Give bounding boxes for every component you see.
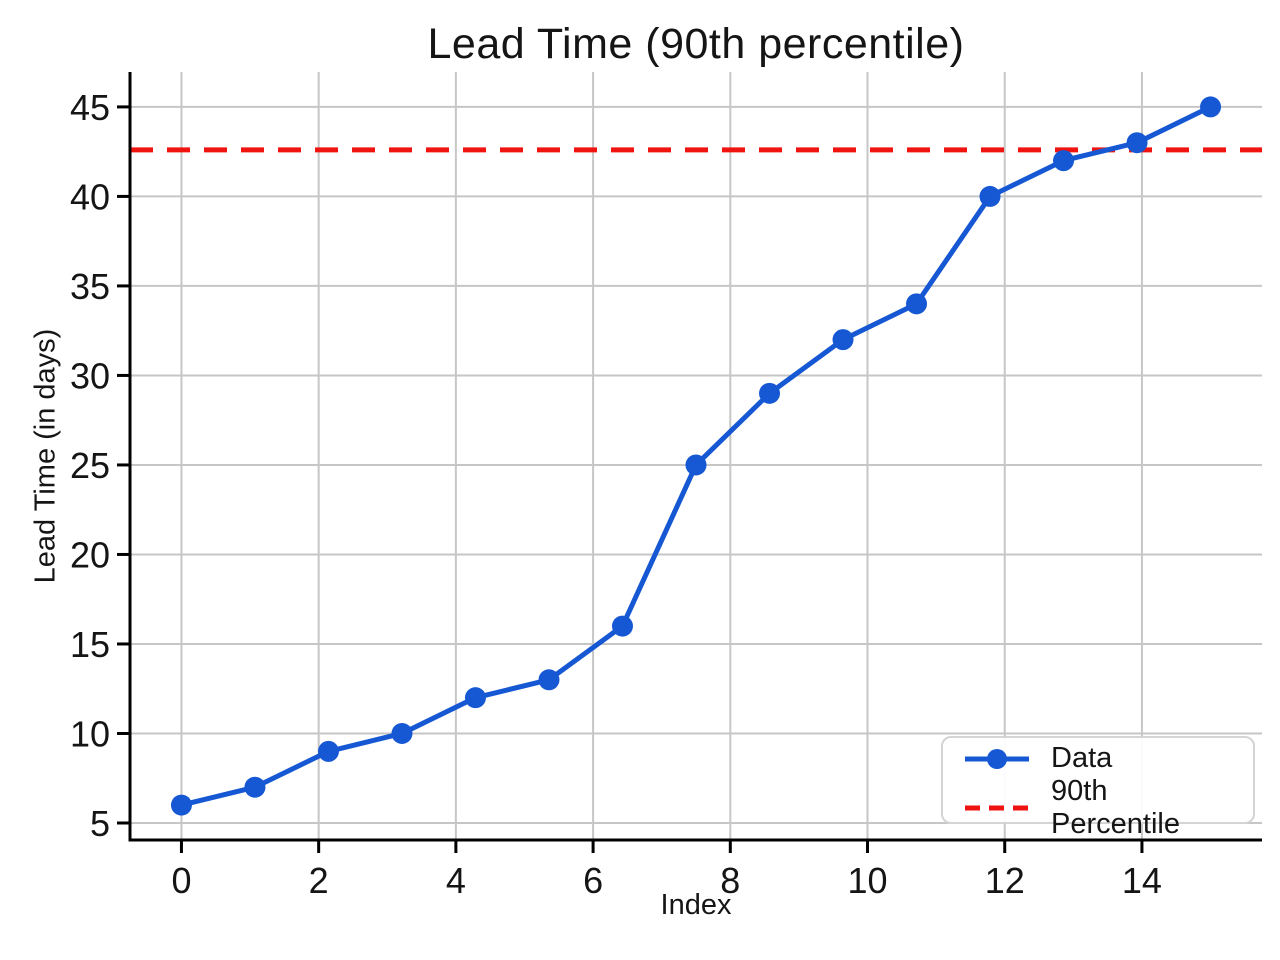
data-point	[391, 722, 413, 744]
y-tick-label: 45	[70, 87, 110, 128]
y-tick-label: 40	[70, 176, 110, 217]
data-point	[170, 794, 192, 816]
x-tick-label: 12	[985, 860, 1025, 901]
data-point	[759, 382, 781, 404]
data-point	[611, 615, 633, 637]
x-tick-label: 6	[583, 860, 603, 901]
data-point	[906, 293, 928, 315]
y-tick-label: 20	[70, 534, 110, 575]
data-series-line-marker-icon	[965, 748, 1029, 769]
y-tick-label: 10	[70, 713, 110, 754]
data-point	[1053, 150, 1075, 172]
dashed-line-icon	[965, 805, 1029, 811]
legend-item-data: Data	[963, 742, 1243, 775]
x-tick-label: 0	[171, 860, 191, 901]
y-axis-label: Lead Time (in days)	[29, 328, 62, 584]
data-point	[464, 687, 486, 709]
y-tick-label: 15	[70, 624, 110, 665]
x-tick-label: 10	[847, 860, 887, 901]
data-point	[1200, 96, 1222, 118]
legend-item-percentile: 90th Percentile	[963, 775, 1243, 841]
x-tick-label: 14	[1122, 860, 1162, 901]
x-tick-label: 2	[309, 860, 329, 901]
x-axis-label: Index	[660, 889, 732, 921]
data-point	[538, 669, 560, 691]
data-point	[979, 185, 1001, 207]
x-tick-label: 4	[446, 860, 466, 901]
chart-title: Lead Time (90th percentile)	[427, 20, 965, 68]
legend-label-data: Data	[1051, 742, 1113, 774]
data-point	[244, 776, 266, 798]
x-tick-label: 8	[720, 860, 740, 901]
y-tick-label: 25	[70, 445, 110, 486]
data-point	[1126, 132, 1148, 154]
y-tick-label: 30	[70, 355, 110, 396]
legend-label-percentile: 90th Percentile	[1051, 775, 1180, 840]
y-tick-label: 5	[90, 803, 110, 844]
data-point	[685, 454, 707, 476]
data-point	[317, 740, 339, 762]
data-point	[832, 329, 854, 351]
y-tick-label: 35	[70, 266, 110, 307]
legend: Data 90th Percentile	[941, 736, 1255, 840]
